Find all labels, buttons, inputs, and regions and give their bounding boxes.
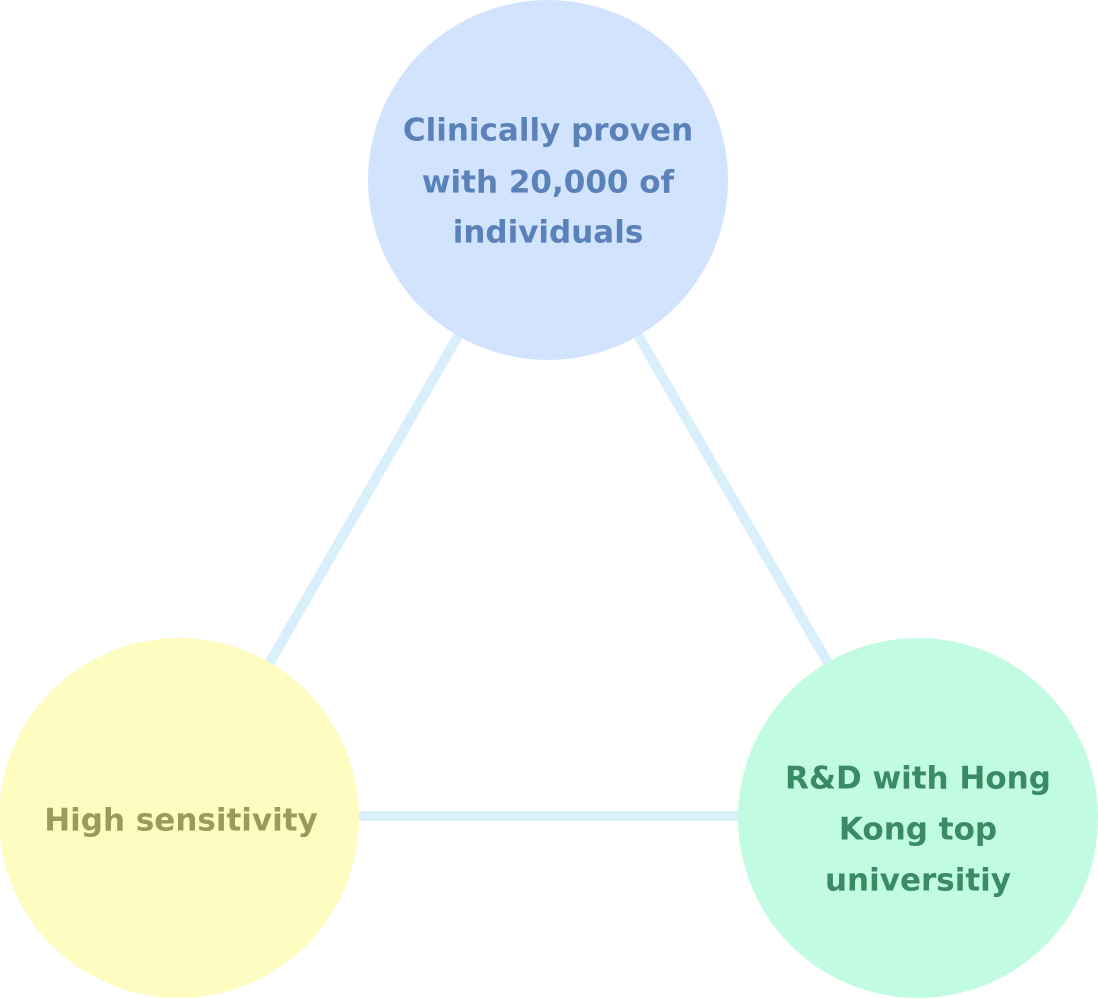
label-line: High sensitivity [44, 803, 318, 839]
label-line: R&D with Hong [785, 761, 1051, 797]
node-circle [738, 638, 1098, 998]
node-label: Clinically proven with 20,000 of individ… [403, 113, 693, 251]
label-line: Kong top [839, 812, 997, 848]
node-circle [0, 638, 359, 998]
node-label: High sensitivity [44, 803, 318, 839]
node-circle [368, 0, 728, 360]
node-label: R&D with Hong Kong top universitiy [785, 761, 1051, 899]
label-line: Clinically proven [403, 113, 693, 149]
label-line: universitiy [825, 863, 1011, 899]
label-line: individuals [453, 215, 644, 251]
label-line: with 20,000 of [422, 165, 675, 201]
